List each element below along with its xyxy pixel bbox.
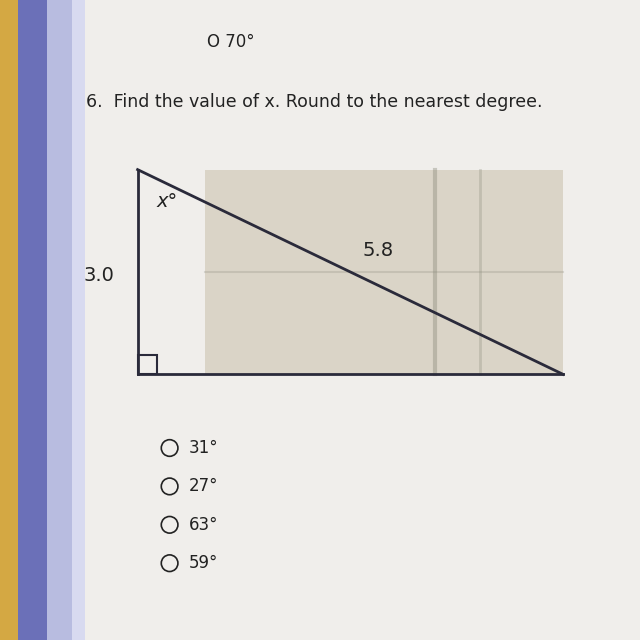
Bar <box>18 0 47 640</box>
Text: 63°: 63° <box>189 516 218 534</box>
Text: 31°: 31° <box>189 439 218 457</box>
Bar <box>72 0 85 640</box>
Bar <box>47 0 72 640</box>
Text: 59°: 59° <box>189 554 218 572</box>
Bar <box>205 170 563 374</box>
Text: 3.0: 3.0 <box>84 266 115 285</box>
Text: 5.8: 5.8 <box>362 241 393 260</box>
Text: 6.  Find the value of x. Round to the nearest degree.: 6. Find the value of x. Round to the nea… <box>86 93 543 111</box>
Text: 27°: 27° <box>189 477 218 495</box>
Text: x°: x° <box>157 192 178 211</box>
Bar <box>0 0 18 640</box>
Text: O 70°: O 70° <box>207 33 254 51</box>
Bar <box>138 355 157 374</box>
